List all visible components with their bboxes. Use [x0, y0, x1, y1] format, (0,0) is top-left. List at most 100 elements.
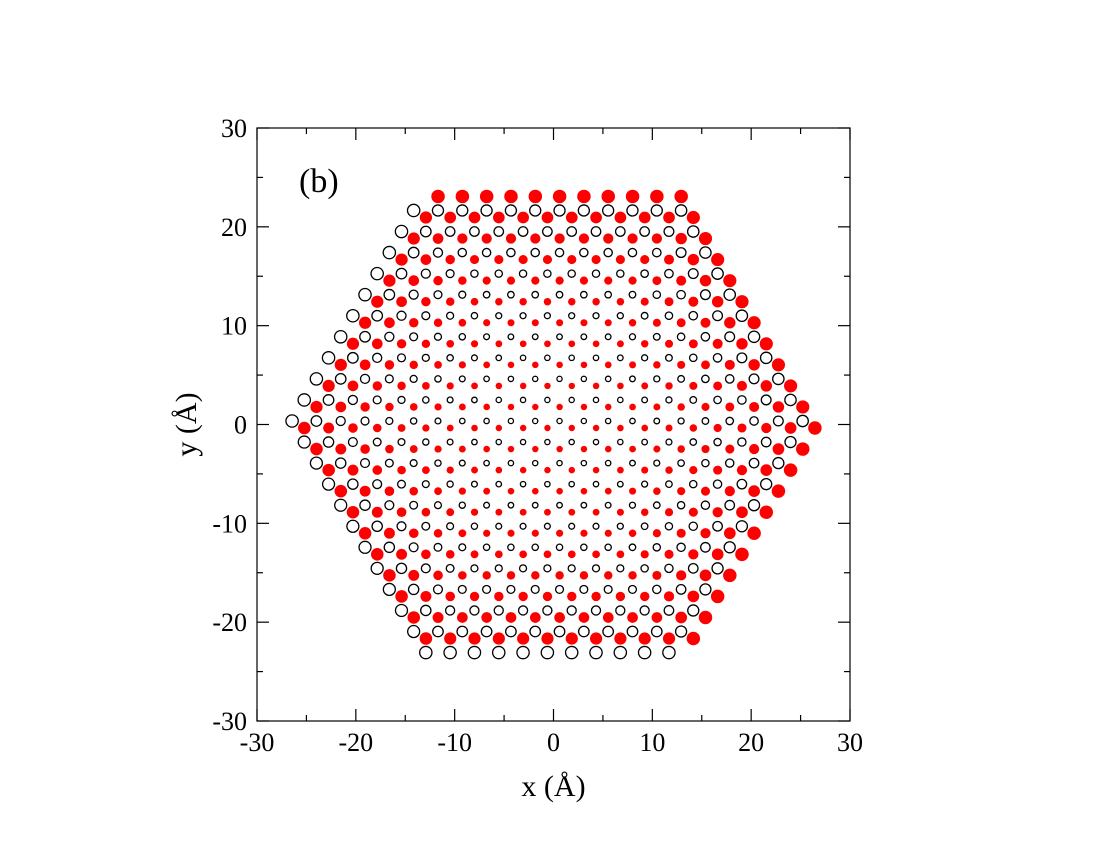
black-open-atom	[384, 500, 395, 511]
red-filled-atom	[604, 571, 613, 580]
red-filled-atom	[554, 233, 565, 244]
red-filled-atom	[519, 382, 527, 390]
red-filled-atom	[565, 632, 578, 645]
red-filled-atom	[711, 253, 725, 267]
red-filled-atom	[471, 382, 478, 390]
red-filled-atom	[653, 361, 661, 369]
x-tick-label: -30	[240, 728, 275, 757]
red-filled-atom	[616, 508, 624, 516]
red-filled-atom	[700, 528, 711, 539]
black-open-atom	[675, 584, 687, 595]
red-filled-atom	[664, 508, 674, 517]
black-open-atom	[456, 204, 469, 217]
red-filled-atom	[433, 528, 443, 538]
red-filled-atom	[556, 529, 564, 537]
black-open-atom	[409, 500, 419, 510]
red-filled-atom	[528, 189, 543, 204]
black-open-atom	[736, 478, 748, 490]
black-open-atom	[372, 395, 382, 405]
red-filled-atom	[724, 359, 735, 370]
black-open-atom	[483, 375, 490, 383]
black-open-atom	[359, 330, 371, 343]
black-open-atom	[470, 564, 479, 573]
red-filled-atom	[616, 340, 624, 348]
y-tick-label: 0	[234, 411, 247, 440]
black-open-atom	[531, 417, 539, 425]
black-open-atom	[676, 332, 686, 342]
black-open-atom	[760, 477, 773, 491]
red-filled-atom	[434, 487, 442, 496]
black-open-atom	[590, 226, 602, 237]
red-filled-atom	[580, 529, 588, 537]
black-open-atom	[297, 393, 312, 407]
black-open-atom	[700, 331, 711, 342]
black-open-atom	[444, 226, 456, 237]
black-open-atom	[531, 290, 540, 299]
black-open-atom	[580, 375, 588, 383]
black-open-atom	[483, 501, 491, 509]
black-open-atom	[518, 269, 528, 278]
black-open-atom	[397, 395, 406, 405]
black-open-atom	[556, 375, 563, 383]
red-filled-atom	[724, 317, 736, 329]
black-open-atom	[664, 268, 674, 279]
red-filled-atom	[434, 361, 442, 369]
red-filled-atom	[383, 527, 395, 539]
black-open-atom	[772, 372, 785, 386]
red-filled-atom	[591, 255, 601, 265]
red-filled-atom	[421, 549, 431, 560]
red-filled-atom	[592, 508, 600, 516]
black-open-atom	[359, 458, 371, 469]
black-open-atom	[395, 267, 408, 280]
black-open-atom	[711, 562, 724, 575]
black-open-atom	[409, 332, 419, 342]
black-open-atom	[409, 374, 418, 384]
black-open-atom	[519, 396, 527, 404]
black-open-atom	[407, 583, 420, 596]
red-filled-atom	[432, 233, 444, 244]
red-filled-atom	[519, 424, 527, 432]
red-filled-atom	[674, 189, 688, 204]
black-open-atom	[507, 501, 515, 509]
red-filled-atom	[419, 632, 433, 645]
red-filled-atom	[723, 527, 736, 540]
red-filled-atom	[492, 211, 505, 224]
red-filled-atom	[458, 529, 467, 538]
red-filled-atom	[505, 233, 517, 244]
red-filled-atom	[568, 466, 576, 474]
red-filled-atom	[471, 424, 478, 432]
red-filled-atom	[347, 380, 359, 392]
red-filled-atom	[495, 466, 503, 474]
black-open-atom	[556, 417, 563, 425]
red-filled-atom	[396, 507, 407, 518]
red-filled-atom	[483, 403, 490, 411]
red-filled-atom	[385, 444, 394, 454]
black-open-atom	[652, 290, 662, 300]
red-filled-atom	[358, 316, 372, 329]
red-filled-atom	[420, 254, 432, 265]
black-open-atom	[747, 499, 761, 512]
black-open-atom	[723, 288, 737, 302]
red-filled-atom	[371, 295, 384, 308]
black-open-atom	[652, 332, 661, 341]
red-filled-atom	[334, 358, 347, 371]
black-open-atom	[419, 645, 433, 660]
x-tick-label: 20	[738, 728, 764, 757]
red-filled-atom	[483, 487, 491, 495]
red-filled-atom	[701, 360, 710, 370]
red-filled-atom	[372, 423, 382, 433]
red-filled-atom	[434, 445, 442, 453]
red-filled-atom	[580, 403, 588, 411]
black-open-atom	[531, 543, 540, 552]
black-open-atom	[396, 353, 407, 363]
black-open-atom	[309, 456, 324, 470]
red-filled-atom	[665, 466, 673, 474]
red-filled-atom	[457, 612, 468, 623]
black-open-atom	[748, 457, 760, 469]
black-open-atom	[663, 226, 675, 238]
red-filled-atom	[458, 487, 466, 495]
black-open-atom	[432, 247, 444, 258]
black-open-atom	[333, 329, 348, 344]
black-open-atom	[322, 394, 335, 406]
black-open-atom	[674, 204, 688, 217]
